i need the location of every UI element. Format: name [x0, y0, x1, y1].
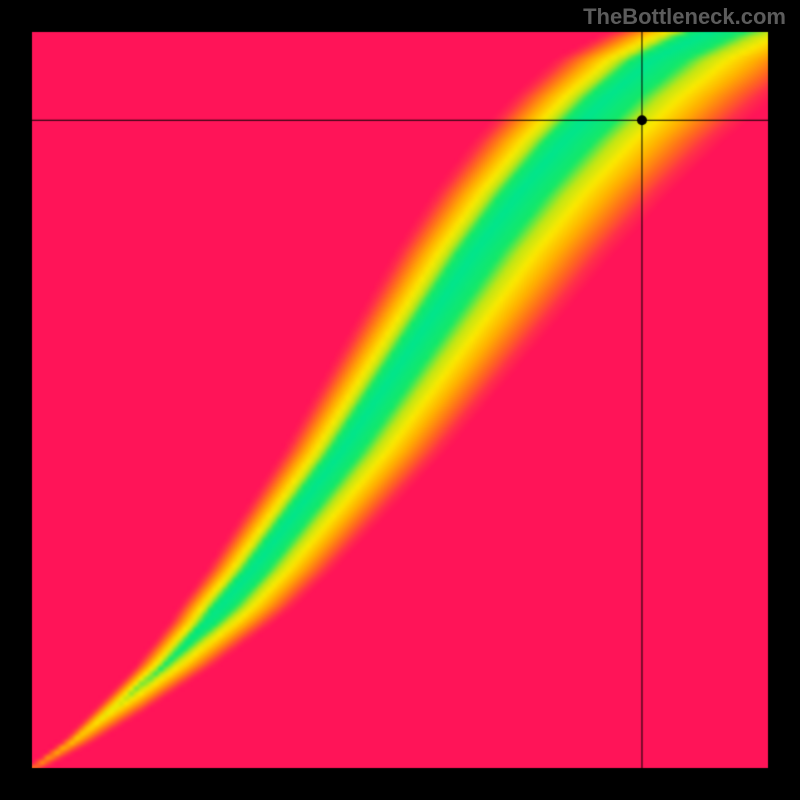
bottleneck-heatmap [0, 0, 800, 800]
watermark-text: TheBottleneck.com [583, 4, 786, 30]
chart-container: TheBottleneck.com [0, 0, 800, 800]
